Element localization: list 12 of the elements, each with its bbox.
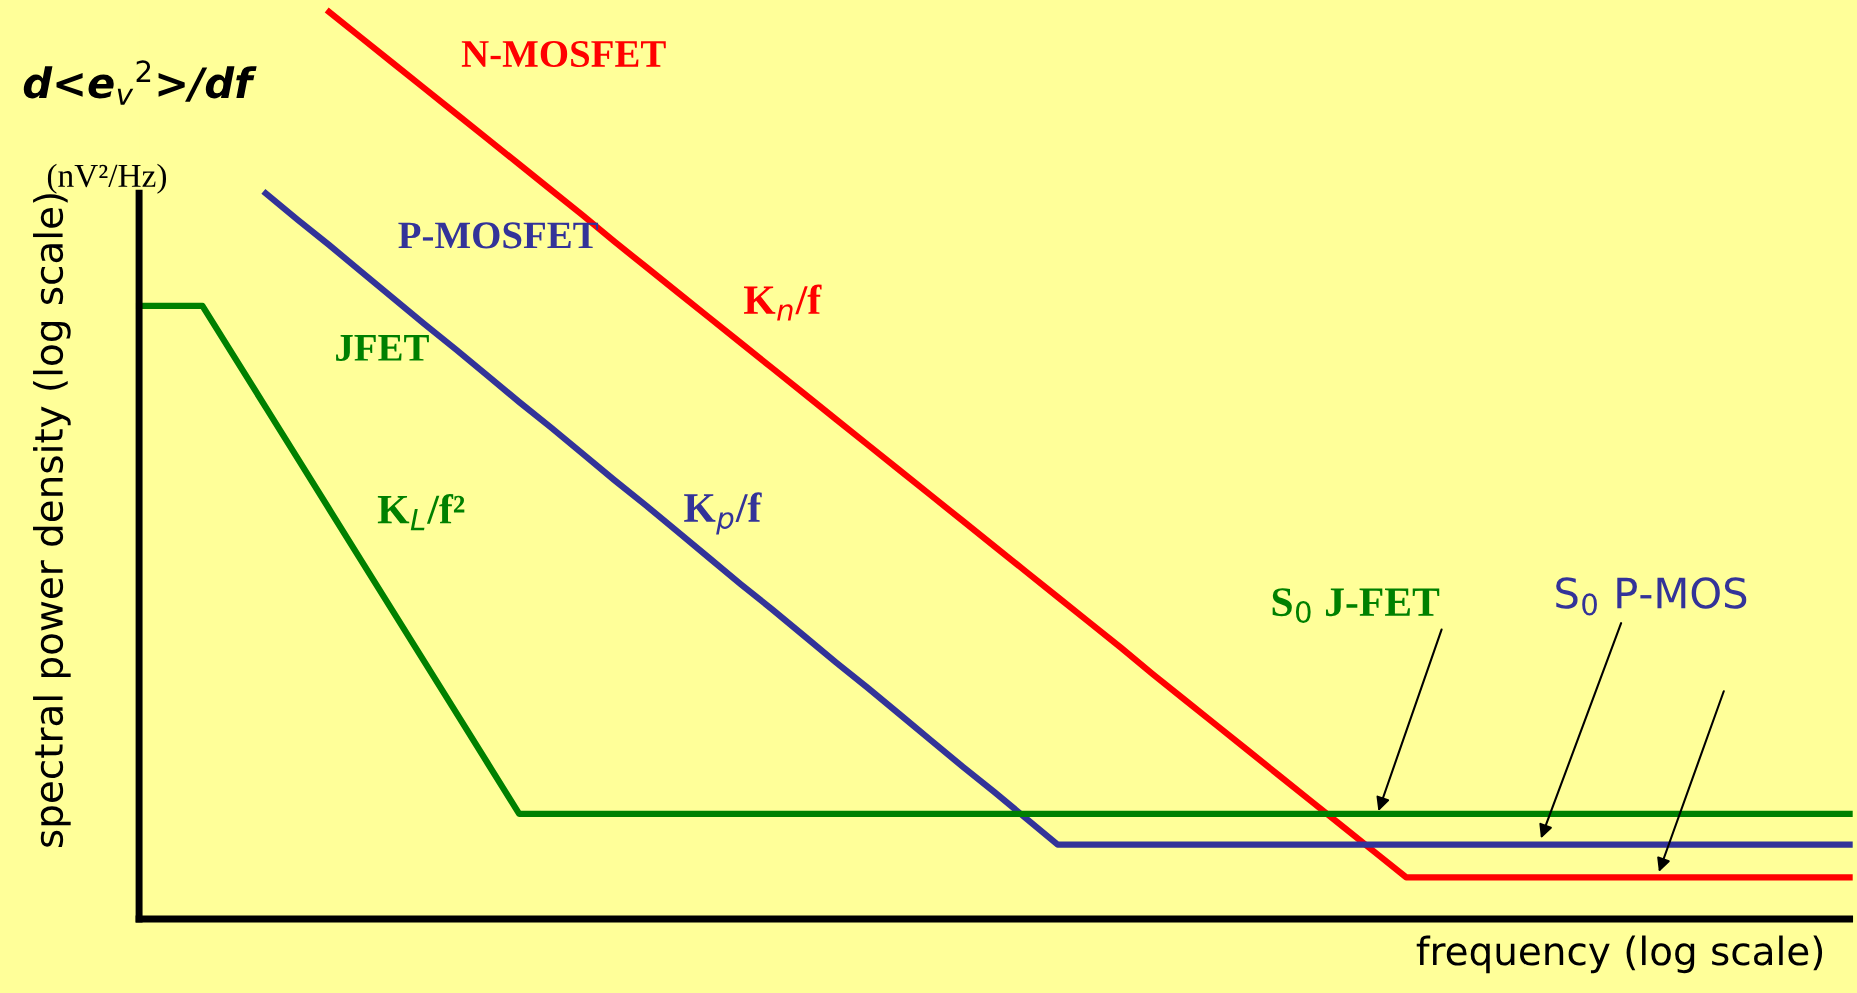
text: d<e$_{v}$$^{2}$>/df: [23, 60, 257, 105]
text: (nV²/Hz): [47, 163, 167, 194]
series-label: N-MOSFET: [461, 40, 666, 68]
series-label: P-MOSFET: [398, 222, 599, 249]
x-axis-title: frequency (log scale): [1416, 935, 1823, 974]
annotation: K$_{p}$/f: [684, 492, 762, 535]
y-axis-title: spectral power density (log scale): [33, 194, 71, 847]
text: JFET: [336, 335, 429, 361]
annotation: K$_{L}$/f²: [377, 493, 465, 531]
annotation: K$_{n}$/f: [743, 284, 822, 321]
annotation: S$_{0}$ J-FET: [1272, 588, 1440, 624]
annotation: S$_{0}$ P-MOS: [1556, 577, 1747, 616]
